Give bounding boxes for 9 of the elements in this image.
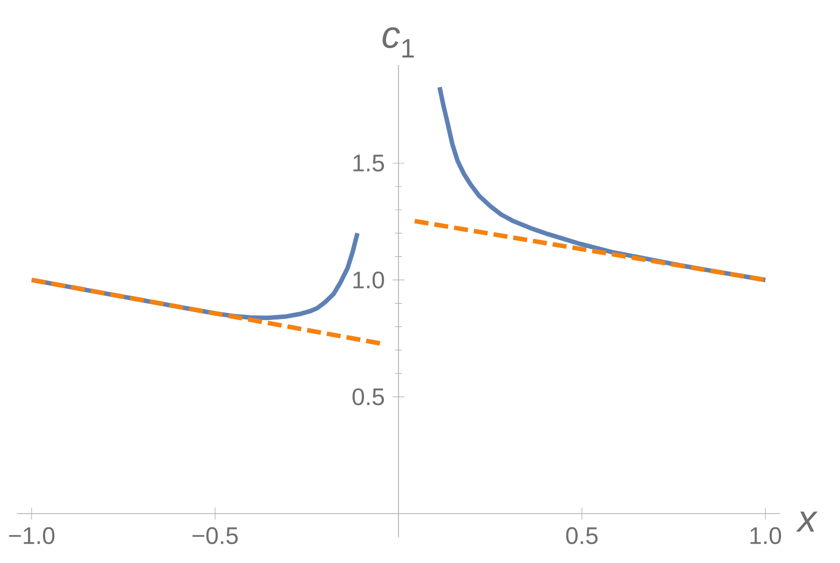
y-tick-label: 1.5 — [353, 154, 384, 172]
x-tick-label: 1.0 — [750, 527, 782, 544]
x-tick-label: 0.5 — [566, 527, 598, 544]
x-tick-label: −0.5 — [192, 527, 238, 544]
x-axis-title: x — [796, 512, 818, 532]
y-axis-title: c$_{1}$ — [382, 27, 414, 58]
y-tick-label: 1.0 — [353, 271, 384, 288]
x-tick-label: −1.0 — [9, 527, 54, 544]
y-tick-label: 0.5 — [352, 388, 384, 406]
